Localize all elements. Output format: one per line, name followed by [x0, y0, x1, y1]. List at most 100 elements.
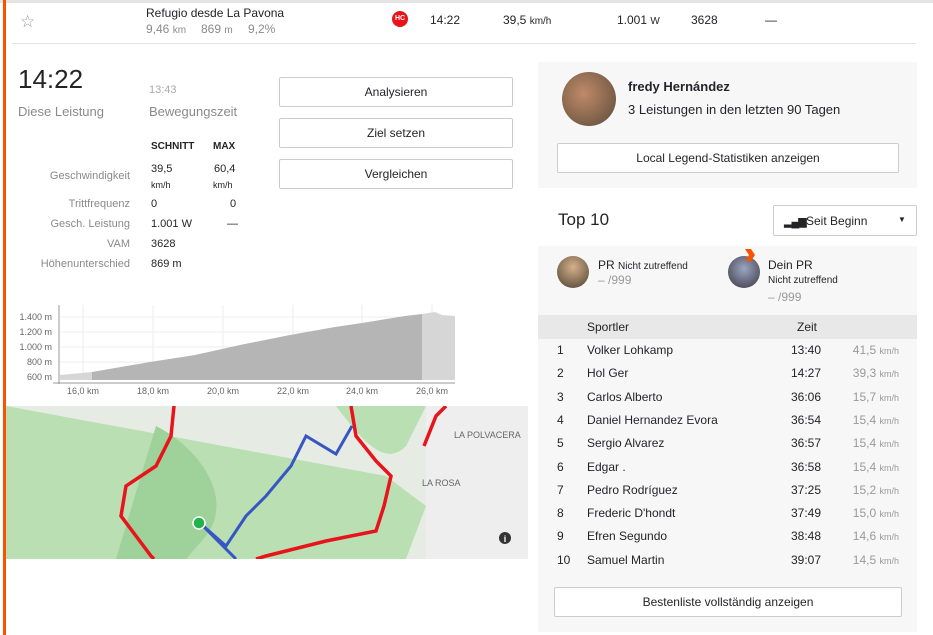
segment-grade: 9,2%: [248, 22, 276, 36]
athlete-name[interactable]: Carlos Alberto: [587, 389, 663, 404]
full-leaderboard-button[interactable]: Bestenliste vollständig anzeigen: [554, 587, 902, 617]
athlete-name[interactable]: Frederic D'hondt: [587, 506, 676, 521]
selection-indicator: [3, 0, 6, 635]
stat-avg-unit: km/h: [151, 180, 171, 190]
route-red: [119, 406, 176, 559]
segment-distance: 9,46 km: [146, 22, 186, 36]
analyze-button[interactable]: Analysieren: [279, 77, 513, 107]
effort-time: 13:40: [790, 343, 821, 357]
effort-time-label: Diese Leistung: [18, 104, 104, 119]
elevation-area-after: [422, 312, 455, 380]
speed-unit: km/h: [879, 392, 899, 403]
leaderboard-row[interactable]: 3 Carlos Alberto 36:06 15,7 km/h: [538, 386, 917, 409]
stat-max: —: [227, 218, 238, 230]
leaderboard-row[interactable]: 6 Edgar . 36:58 15,4 km/h: [538, 456, 917, 479]
stat-avg: 1.001 W: [151, 218, 192, 230]
segment-time: 14:22: [430, 13, 461, 27]
segment-map[interactable]: LA POLVACERA LA ROSA i: [6, 406, 528, 559]
rank: 6: [557, 459, 564, 474]
leaderboard-row[interactable]: 2 Hol Ger 14:27 39,3 km/h: [538, 362, 917, 385]
top-border: [0, 0, 933, 3]
athlete-name[interactable]: Pedro Rodríguez: [587, 482, 678, 497]
leaderboard-row[interactable]: 5 Sergio Alvarez 36:57 15,4 km/h: [538, 432, 917, 455]
segment-name[interactable]: Refugio desde La Pavona: [146, 6, 285, 20]
rank: 7: [557, 482, 564, 497]
info-icon[interactable]: [499, 532, 511, 544]
speed-value: 15,4: [852, 436, 877, 451]
y-tick: 600 m: [27, 372, 52, 382]
speed-unit: km/h: [879, 439, 899, 450]
speed-unit: km/h: [879, 532, 899, 543]
speed-unit: km/h: [529, 16, 552, 27]
effort-time: 37:25: [790, 482, 821, 497]
speed-value: 15,0: [852, 506, 877, 521]
compare-button[interactable]: Vergleichen: [279, 159, 513, 189]
athlete-name[interactable]: Samuel Martin: [587, 552, 665, 567]
your-pr-label: Dein PR: [768, 258, 813, 272]
y-tick: 1.000 m: [19, 342, 52, 352]
power-unit: W: [650, 16, 660, 27]
athlete-name[interactable]: Edgar .: [587, 459, 626, 474]
elevation-area-before: [60, 372, 92, 380]
urban-area: [426, 406, 528, 559]
hc-category-badge: HC: [392, 11, 408, 27]
effort-speed: 14,6 km/h: [853, 529, 899, 543]
speed-unit: km/h: [879, 485, 899, 496]
route-red: [422, 406, 448, 447]
stat-avg: 0: [151, 198, 158, 210]
time-filter-dropdown[interactable]: ▂▄▆ Seit Beginn ▼: [773, 205, 917, 236]
x-tick: 20,0 km: [207, 386, 239, 396]
rank: 2: [557, 366, 564, 381]
start-marker[interactable]: [192, 516, 206, 530]
segment-speed: 39,5 km/h: [503, 13, 551, 27]
stat-label: Trittfrequenz: [68, 198, 130, 210]
pr-chevron-icon: [745, 249, 755, 261]
leaderboard-row[interactable]: 1 Volker Lohkamp 13:40 41,5 km/h: [538, 339, 917, 362]
elevation-unit: m: [224, 25, 233, 36]
pr-label: PR: [598, 258, 615, 272]
stat-label: Höhenunterschied: [40, 258, 130, 270]
x-tick: 18,0 km: [137, 386, 169, 396]
athlete-name[interactable]: Efren Segundo: [587, 529, 668, 544]
rank: 3: [557, 389, 564, 404]
forest-area: [6, 406, 426, 559]
your-pr-rank: – /999: [768, 290, 802, 304]
leaderboard-row[interactable]: 4 Daniel Hernandez Evora 36:54 15,4 km/h: [538, 409, 917, 432]
pr-avatar: [557, 256, 589, 288]
speed-value: 39,3: [852, 366, 877, 381]
athlete-name[interactable]: Hol Ger: [587, 366, 629, 381]
rank: 8: [557, 506, 564, 521]
speed-value: 14,5: [852, 552, 877, 567]
segment-power: 1.001 W: [617, 13, 660, 27]
speed-value: 14,6: [852, 529, 877, 544]
pr-rank: – /999: [598, 273, 632, 287]
athlete-name[interactable]: Daniel Hernandez Evora: [587, 412, 718, 427]
leaderboard-row[interactable]: 10 Samuel Martin 39:07 14,5 km/h: [538, 549, 917, 572]
x-tick: 24,0 km: [346, 386, 378, 396]
local-legend-stats-button[interactable]: Local Legend-Statistiken anzeigen: [557, 143, 899, 173]
segment-extra: —: [765, 13, 777, 27]
effort-speed: 15,4 km/h: [853, 413, 899, 427]
effort-time: 36:58: [790, 459, 821, 474]
stat-label: Gesch. Leistung: [50, 218, 131, 230]
set-goal-button[interactable]: Ziel setzen: [279, 118, 513, 148]
effort-time: 36:57: [790, 436, 821, 451]
speed-value: 39,5: [503, 13, 527, 27]
local-legend-avatar[interactable]: [562, 72, 616, 126]
leaderboard-row[interactable]: 9 Efren Segundo 38:48 14,6 km/h: [538, 525, 917, 548]
athlete-name[interactable]: Sergio Alvarez: [587, 436, 665, 451]
athlete-name[interactable]: Volker Lohkamp: [587, 343, 674, 357]
star-icon[interactable]: ☆: [20, 12, 36, 31]
stat-label: VAM: [106, 238, 130, 250]
local-legend-desc: 3 Leistungen in den letzten 90 Tagen: [628, 102, 841, 117]
moving-time-label: Bewegungszeit: [149, 104, 238, 119]
leaderboard-header: Sportler Zeit: [538, 315, 917, 339]
leaderboard-row[interactable]: 8 Frederic D'hondt 37:49 15,0 km/h: [538, 502, 917, 525]
distance-value: 9,46: [146, 22, 170, 36]
speed-value: 15,7: [852, 389, 877, 404]
effort-time: 39:07: [790, 552, 821, 567]
leaderboard-row[interactable]: 7 Pedro Rodríguez 37:25 15,2 km/h: [538, 479, 917, 502]
pr-value: Nicht zutreffend: [618, 261, 688, 272]
elevation-profile-chart[interactable]: 1.400 m 1.200 m 1.000 m 800 m 600 m 16,0…: [0, 300, 460, 400]
local-legend-name[interactable]: fredy Hernández: [628, 79, 730, 94]
